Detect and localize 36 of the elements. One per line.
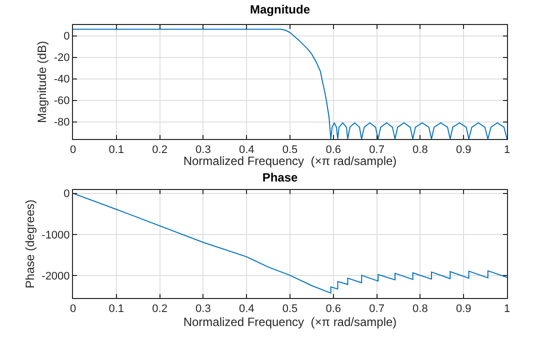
x-tick-label: 0.5 [282, 303, 298, 316]
y-tick-label: 0 [64, 30, 70, 43]
x-tick-label: 1 [504, 144, 510, 156]
y-axis-title: Phase (degrees) [22, 200, 37, 288]
y-tick-label: -20 [54, 52, 70, 64]
y-tick-label: -60 [54, 95, 70, 108]
y-tick-label: -1000 [42, 229, 70, 242]
x-tick-label: 0.6 [326, 303, 342, 316]
y-tick-label: -40 [54, 74, 70, 86]
x-tick-label: 0.4 [238, 144, 254, 156]
x-tick-label: 1 [504, 303, 510, 316]
x-tick-label: 0.5 [282, 144, 298, 156]
x-tick-label: 0.1 [108, 144, 124, 156]
x-tick-label: 0.3 [196, 144, 211, 156]
x-tick-label: 0.6 [326, 144, 342, 156]
y-tick-label: 0 [64, 188, 70, 200]
y-tick-label: -80 [54, 116, 70, 129]
y-tick-label: -2000 [42, 270, 70, 283]
x-tick-label: 0.3 [196, 303, 211, 316]
x-tick-label: 0.1 [108, 303, 124, 316]
x-tick-label: 0.9 [456, 144, 472, 156]
x-tick-label: 0.4 [238, 303, 254, 316]
line-series [73, 28, 507, 139]
x-tick-label: 0.2 [152, 303, 168, 316]
line-series [73, 192, 507, 294]
x-tick-label: 0.7 [369, 303, 384, 316]
x-tick-label: 0.7 [369, 144, 384, 156]
x-tick-label: 0.8 [412, 144, 428, 156]
chart-title: Magnitude [250, 2, 310, 16]
x-axis-title: Normalized Frequency (×π rad/sample) [183, 154, 397, 168]
y-axis-title: Magnitude (dB) [35, 40, 50, 124]
x-tick-label: 0.2 [152, 144, 168, 156]
x-tick-label: 0.9 [456, 303, 472, 316]
chart-title: Phase [262, 170, 298, 184]
x-axis-title: Normalized Frequency (×π rad/sample) [183, 315, 397, 330]
x-tick-label: 0.8 [412, 303, 428, 316]
